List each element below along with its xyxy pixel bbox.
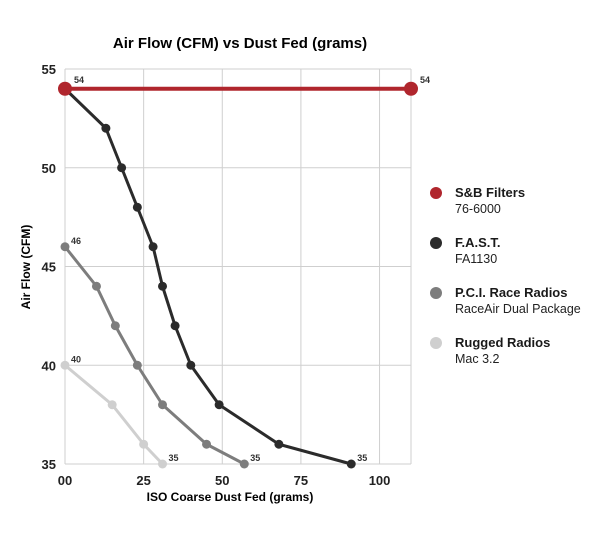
- legend-subtitle: FA1130: [455, 252, 498, 266]
- series-line: [64, 364, 164, 466]
- data-point: [158, 281, 168, 291]
- data-point: [139, 439, 149, 449]
- legend-name: F.A.S.T.: [455, 235, 501, 250]
- x-tick-label: 75: [294, 473, 308, 488]
- legend-item: Rugged Radios Mac 3.2: [430, 334, 600, 368]
- data-label: 35: [357, 453, 367, 463]
- legend-swatch: [430, 187, 442, 199]
- data-point: [132, 360, 142, 370]
- data-point: [117, 163, 127, 173]
- x-tick-label: 50: [215, 473, 229, 488]
- data-label: 54: [74, 75, 84, 85]
- data-point: [158, 459, 168, 469]
- legend-name: P.C.I. Race Radios: [455, 285, 568, 300]
- data-point: [202, 439, 212, 449]
- legend: S&B Filters 76-6000 F.A.S.T. FA1130 P.C.I. R…: [430, 184, 600, 384]
- legend-name: S&B Filters: [455, 185, 526, 200]
- data-point: [404, 81, 418, 96]
- data-label: 35: [169, 453, 179, 463]
- data-label: 35: [250, 453, 260, 463]
- y-tick-label: 50: [42, 161, 56, 176]
- series-1: 35: [60, 84, 367, 469]
- data-point: [60, 242, 70, 252]
- series-line: [63, 245, 245, 466]
- legend-subtitle: 76-6000: [455, 202, 501, 216]
- x-axis-title: ISO Coarse Dust Fed (grams): [147, 490, 314, 504]
- y-tick-labels: 35 40 45 50 55: [42, 62, 56, 472]
- y-axis-title: Air Flow (CFM): [19, 225, 33, 310]
- data-point: [186, 360, 196, 370]
- x-tick-labels: 00 25 50 75 100: [58, 473, 391, 488]
- data-point: [58, 81, 72, 96]
- data-point: [107, 400, 117, 410]
- legend-swatch: [430, 287, 442, 299]
- data-point: [60, 360, 70, 370]
- data-point: [214, 400, 224, 410]
- legend-swatch: [430, 237, 442, 249]
- legend-swatch: [430, 337, 442, 349]
- y-tick-label: 45: [42, 260, 56, 275]
- series-2: 46 35: [60, 236, 260, 469]
- y-tick-label: 40: [42, 358, 56, 373]
- data-label: 40: [71, 354, 81, 364]
- data-label: 54: [420, 75, 430, 85]
- y-tick-label: 55: [42, 62, 56, 77]
- legend-name: Rugged Radios: [455, 335, 551, 350]
- data-label: 46: [71, 236, 81, 246]
- grid: [64, 68, 412, 465]
- legend-subtitle: Mac 3.2: [455, 352, 500, 366]
- x-tick-label: 100: [369, 473, 391, 488]
- data-point: [132, 202, 142, 212]
- data-point: [110, 321, 120, 331]
- series-line: [63, 87, 352, 466]
- data-point: [239, 459, 249, 469]
- y-tick-label: 35: [42, 457, 56, 472]
- series-3: 40 35: [60, 354, 179, 469]
- legend-subtitle: RaceAir Dual Package: [455, 302, 581, 316]
- data-point: [148, 242, 158, 252]
- chart-title: Air Flow (CFM) vs Dust Fed (grams): [113, 35, 367, 52]
- data-point: [274, 439, 284, 449]
- legend-item: P.C.I. Race Radios RaceAir Dual Package: [430, 284, 600, 318]
- data-point: [346, 459, 356, 469]
- data-point: [91, 281, 101, 291]
- data-point: [158, 400, 168, 410]
- x-tick-label: 00: [58, 473, 72, 488]
- series-0: 54 54: [58, 75, 430, 96]
- series-layer: 40 35 46 35 35 54 54: [58, 75, 430, 469]
- data-point: [101, 123, 111, 133]
- legend-item: S&B Filters 76-6000: [430, 184, 600, 218]
- x-tick-label: 25: [136, 473, 150, 488]
- legend-item: F.A.S.T. FA1130: [430, 234, 600, 268]
- data-point: [170, 321, 180, 331]
